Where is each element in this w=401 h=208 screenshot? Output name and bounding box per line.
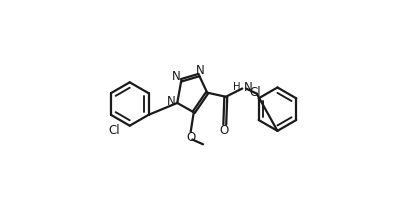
Text: O: O: [186, 131, 195, 144]
Text: N: N: [195, 64, 204, 77]
Text: N: N: [243, 81, 252, 94]
Text: N: N: [171, 70, 180, 83]
Text: N: N: [167, 95, 175, 108]
Text: O: O: [219, 124, 228, 137]
Text: H: H: [233, 82, 240, 93]
Text: Cl: Cl: [107, 124, 119, 136]
Text: Cl: Cl: [249, 86, 260, 99]
